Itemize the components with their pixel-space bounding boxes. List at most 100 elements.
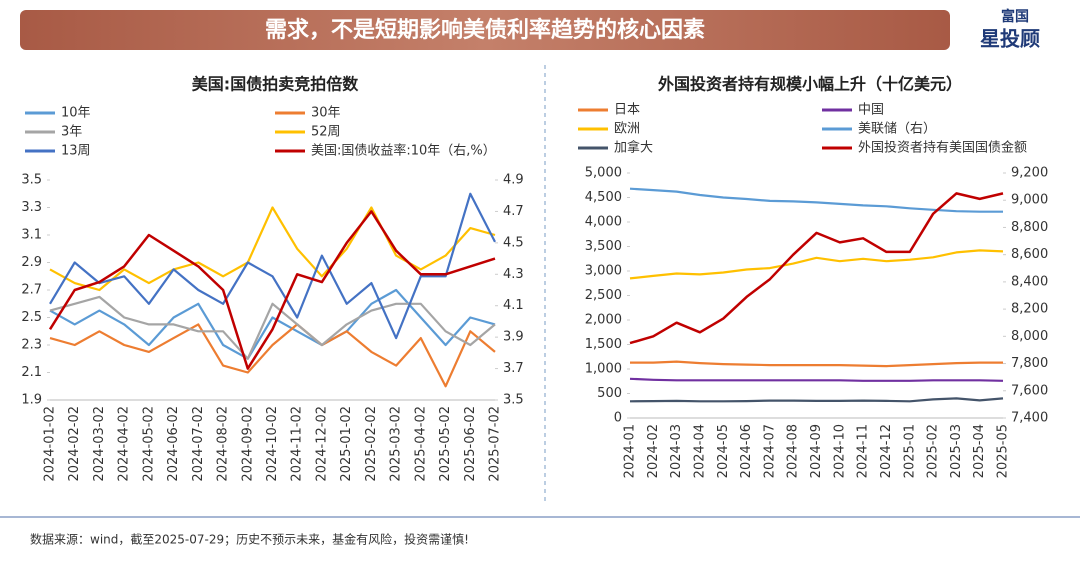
legend-label: 欧洲: [614, 122, 640, 137]
banner: [20, 10, 950, 50]
x-tick-label: 2024-12-02: [314, 406, 329, 482]
x-tick-label: 2025-02: [926, 424, 941, 478]
x-tick-label: 2024-05-02: [141, 406, 156, 482]
series-line: [48, 210, 496, 370]
chart-title: 美国:国债拍卖竞拍倍数: [192, 75, 359, 94]
x-tick-label: 2024-06: [739, 424, 754, 478]
x-tick-label: 2024-09-02: [240, 406, 255, 482]
legend-label: 加拿大: [614, 140, 653, 156]
y-tick-label: 2.7: [21, 283, 42, 298]
x-tick-label: 2025-04-02: [413, 406, 428, 482]
y-tick-label: 3.7: [503, 361, 524, 376]
y-tick-label: 9,000: [1011, 193, 1048, 208]
y-tick-label: 2.1: [21, 365, 42, 380]
footer-note: 数据来源：wind，截至2025-07-29；历史不预示未来，基金有风险，投资需…: [30, 532, 469, 547]
y-tick-label: 3.9: [503, 330, 524, 345]
y-tick-label: 7,400: [1011, 411, 1048, 426]
series-line: [49, 323, 496, 388]
y-tick-label: 8,800: [1011, 220, 1048, 235]
y-tick-label: 2,500: [585, 288, 622, 303]
series-line: [629, 377, 1004, 382]
x-tick-label: 2025-07-02: [488, 406, 503, 482]
x-tick-label: 2024-02-02: [67, 406, 82, 482]
y-tick-label: 0: [614, 411, 622, 426]
y-tick-label: 4.5: [503, 235, 524, 250]
x-tick-label: 2025-05-02: [438, 406, 453, 482]
y-tick-label: 3,000: [585, 264, 622, 279]
y-tick-label: 2.9: [21, 255, 42, 270]
x-tick-label: 2024-02: [646, 424, 661, 478]
x-tick-label: 2024-03: [669, 424, 684, 478]
y-tick-label: 3.1: [21, 228, 42, 243]
series-line: [49, 206, 496, 292]
legend-label: 日本: [614, 103, 640, 118]
y-tick-label: 3.3: [21, 200, 42, 215]
banner-title: 需求，不是短期影响美债利率趋势的核心因素: [265, 17, 705, 43]
x-tick-label: 2024-10: [832, 424, 847, 478]
y-tick-label: 7,600: [1011, 383, 1048, 398]
x-tick-label: 2024-06-02: [166, 406, 181, 482]
x-tick-label: 2025-04: [972, 424, 987, 478]
x-tick-label: 2024-04-02: [117, 406, 132, 482]
x-tick-label: 2024-01-02: [43, 406, 58, 482]
x-tick-label: 2025-01-02: [339, 406, 354, 482]
x-tick-label: 2024-01: [623, 424, 638, 478]
logo-top: 富国: [1001, 8, 1029, 25]
series-line: [630, 360, 1003, 368]
y-tick-label: 4,500: [585, 190, 622, 205]
y-tick-label: 500: [597, 386, 622, 401]
y-tick-label: 1,000: [585, 362, 622, 377]
series-line: [629, 192, 1004, 345]
x-tick-label: 2024-09: [809, 424, 824, 478]
x-tick-label: 2024-07: [762, 424, 777, 478]
x-tick-label: 2024-11: [856, 424, 871, 478]
y-tick-label: 4.7: [503, 204, 524, 219]
y-tick-label: 5,000: [585, 166, 622, 181]
series-line: [629, 249, 1004, 280]
legend-label: 13周: [61, 144, 91, 159]
x-tick-label: 2025-03-02: [389, 406, 404, 482]
chart-title: 外国投资者持有规模小幅上升（十亿美元）: [657, 75, 962, 94]
x-tick-label: 2025-03: [949, 424, 964, 478]
y-tick-label: 9,200: [1011, 166, 1048, 181]
x-tick-label: 2024-07-02: [191, 406, 206, 482]
y-tick-label: 4.1: [503, 298, 524, 313]
x-tick-label: 2024-11-02: [290, 406, 305, 482]
legend-label: 52周: [311, 125, 341, 140]
series-line: [49, 295, 496, 360]
y-tick-label: 8,400: [1011, 274, 1048, 289]
legend-label: 中国: [858, 103, 884, 118]
y-tick-label: 3.5: [503, 393, 524, 408]
legend-label: 10年: [61, 106, 91, 121]
y-tick-label: 8,200: [1011, 302, 1048, 317]
series-line: [49, 288, 496, 360]
legend-label: 外国投资者持有美国国债金额: [858, 140, 1027, 156]
y-tick-label: 4,000: [585, 215, 622, 230]
y-tick-label: 3.5: [21, 173, 42, 188]
x-tick-label: 2024-04: [692, 424, 707, 478]
y-tick-label: 4.3: [503, 267, 524, 282]
series-line: [629, 397, 1004, 403]
series-line: [629, 187, 1003, 213]
legend-label: 30年: [311, 106, 341, 121]
legend-label: 3年: [61, 125, 82, 140]
x-tick-label: 2024-12: [879, 424, 894, 478]
y-tick-label: 1.9: [21, 393, 42, 408]
x-tick-label: 2025-05: [996, 424, 1011, 478]
y-tick-label: 1,500: [585, 337, 622, 352]
legend-label: 美联储（右）: [858, 122, 936, 137]
y-tick-label: 2.5: [21, 310, 42, 325]
y-tick-label: 7,800: [1011, 356, 1048, 371]
series-line: [49, 192, 496, 340]
x-tick-label: 2024-08-02: [216, 406, 231, 482]
x-tick-label: 2024-03-02: [92, 406, 107, 482]
logo-bottom: 星投顾: [980, 27, 1040, 51]
x-tick-label: 2024-10-02: [265, 406, 280, 482]
legend-label: 美国:国债收益率:10年（右,%）: [311, 143, 496, 159]
y-tick-label: 3,500: [585, 239, 622, 254]
y-tick-label: 8,600: [1011, 247, 1048, 262]
x-tick-label: 2024-05: [716, 424, 731, 478]
y-tick-label: 8,000: [1011, 329, 1048, 344]
